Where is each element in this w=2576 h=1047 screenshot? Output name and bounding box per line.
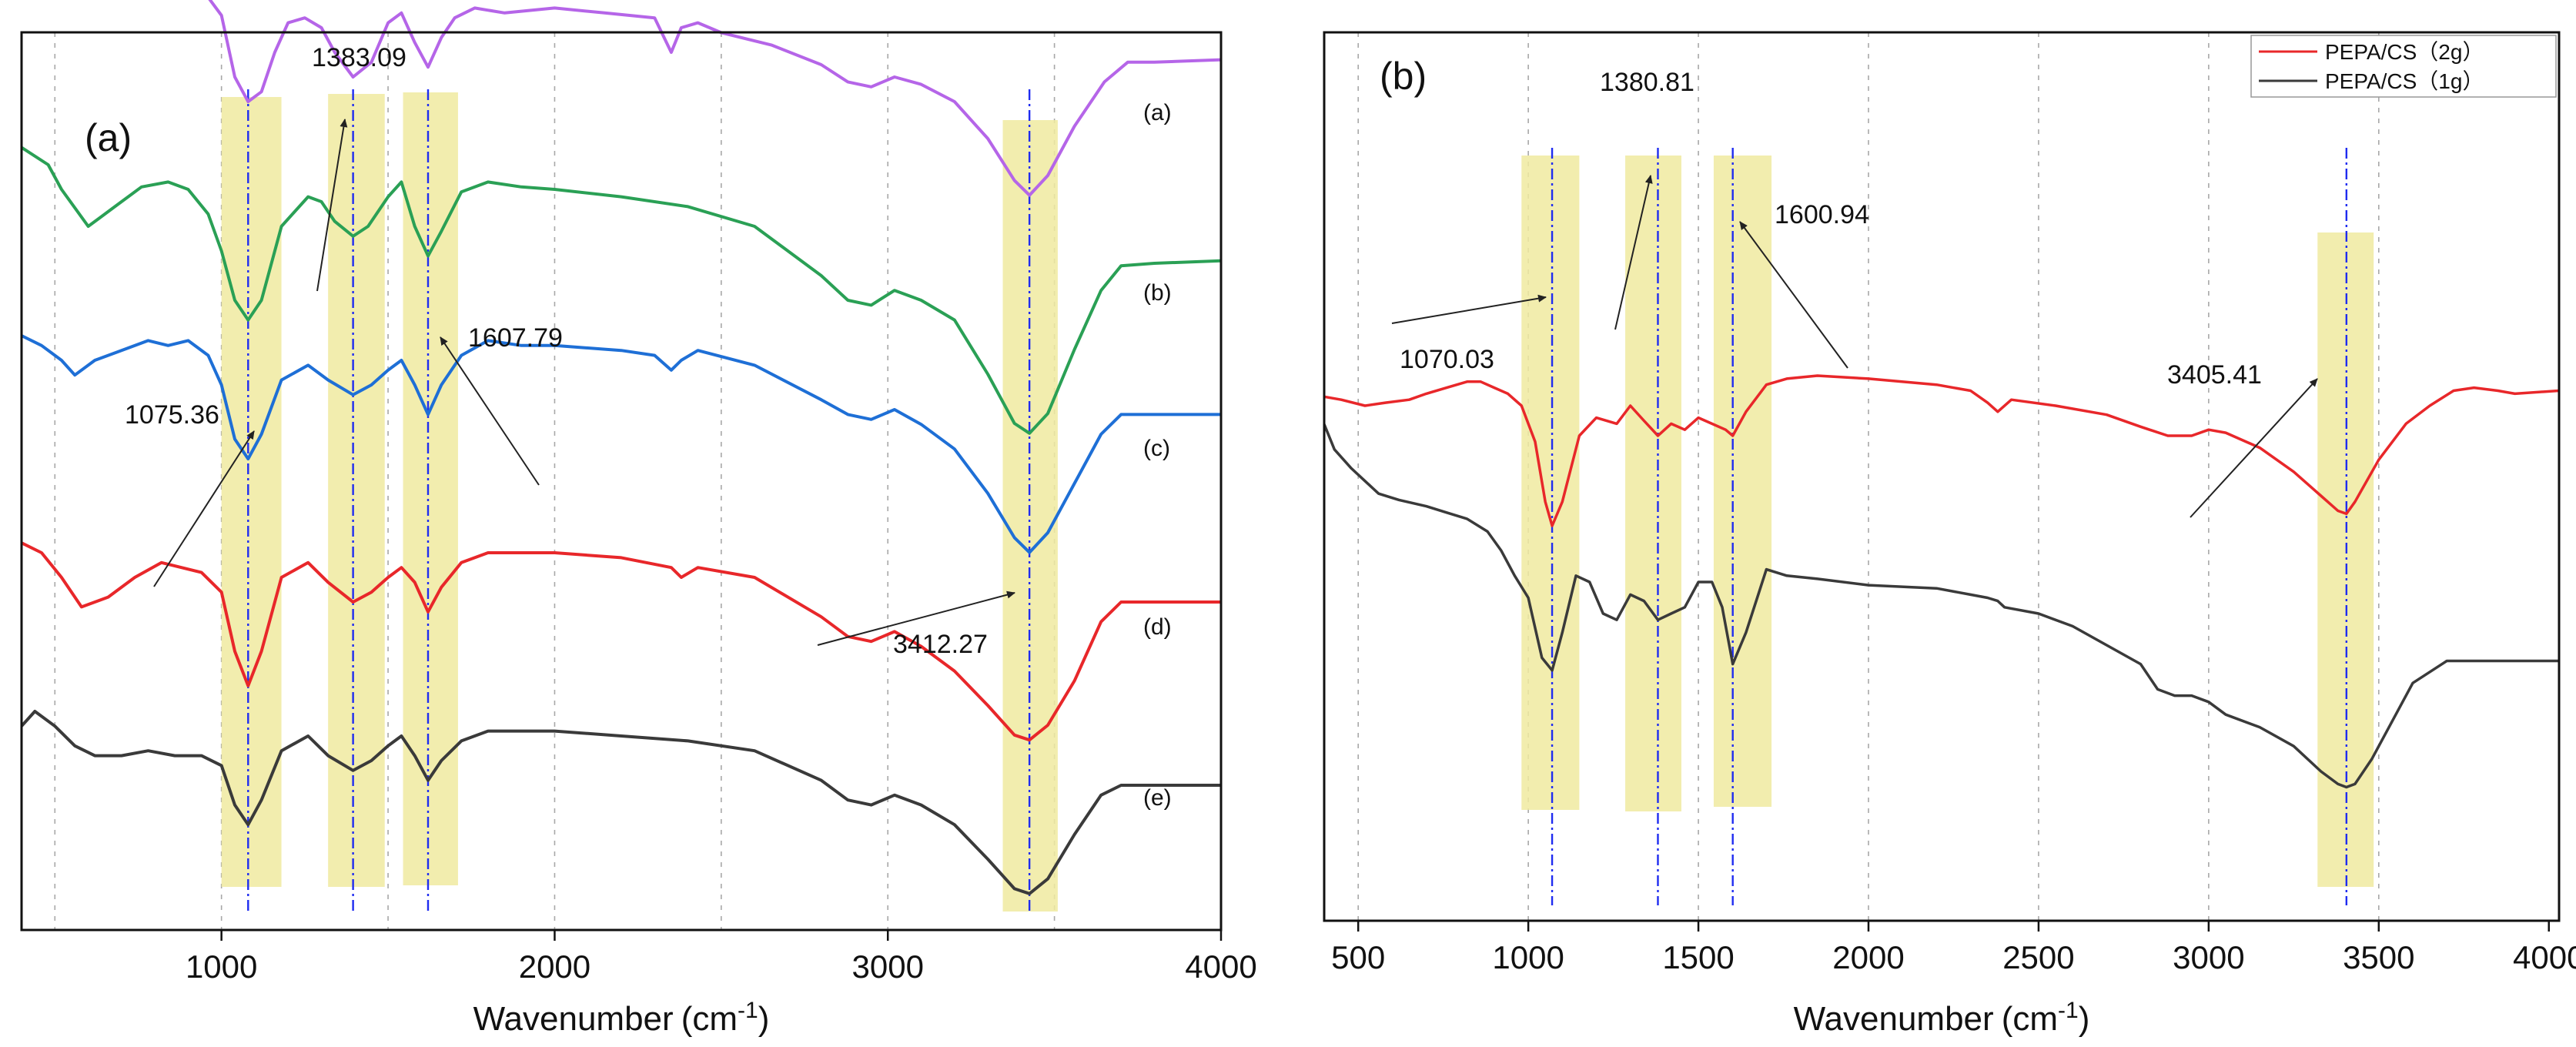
x-tick-label: 3000 [2173,939,2244,975]
panel-a-guide-lines [247,89,1031,915]
x-tick-label: 3500 [2343,939,2414,975]
x-tick-label: 1000 [1492,939,1564,975]
panel-b-x-ticks: 500 1000 1500 2000 2500 3000 3500 4000 [1331,921,2576,975]
panel-b-xunit-sup: -1 [2058,998,2079,1023]
x-tick-label: 3000 [852,948,924,985]
legend-entry-2g: PEPA/CS（2g） [2325,40,2484,64]
x-tick-label: 2500 [2002,939,2074,975]
panel-a-xunit-sup: -1 [738,998,758,1023]
panel-a-series [20,0,1222,895]
panel-a-x-axis-title: Wavenumber (cm-1) [473,998,770,1038]
panel-b-legend: PEPA/CS（2g） PEPA/CS（1g） [2250,35,2557,98]
anno-3405: 3405.41 [2167,360,2262,390]
highlight-band [221,97,282,887]
panel-b-x-axis-title: Wavenumber (cm-1) [1794,998,2090,1038]
panel-b-label: (b) [1380,55,1427,98]
curve-label-b: (b) [1143,280,1172,306]
anno-1607: 1607.79 [468,323,563,353]
anno-1380: 1380.81 [1600,68,1694,97]
panel-a-grid [54,32,1055,930]
panel-b-xunit-close: ) [2079,1000,2090,1038]
series-line-2g [1323,374,2560,527]
x-tick-label: 4000 [2513,939,2576,975]
arrow-1070 [1391,294,1547,324]
panel-b-xlabel: Wavenumber [1794,1000,1994,1038]
panel-b-highlight-bands [1521,156,2374,887]
panel-b-guide-lines [1551,148,2348,905]
curve-label-a: (a) [1143,100,1172,125]
panel-a-label: (a) [85,116,132,159]
arrow-1075 [153,430,255,587]
series-line-a [208,0,1222,197]
series-line-e [20,710,1221,895]
arrow-1383 [316,119,348,292]
panel-a-frame [20,31,1223,932]
highlight-band [328,94,385,887]
curve-label-d: (d) [1143,614,1172,640]
curve-label-e: (e) [1143,785,1172,811]
x-tick-label: 2000 [519,948,590,985]
panel-b-frame [1323,31,2561,922]
legend-entry-1g: PEPA/CS（1g） [2325,69,2484,93]
series-line-c [21,334,1221,554]
panel-a-highlight-bands [221,92,1058,912]
panel-b-series [1323,374,2560,789]
anno-1070: 1070.03 [1400,345,1494,374]
highlight-band [1713,156,1772,807]
panel-a-xunit-close: ) [758,1000,770,1038]
arrow-1600 [1739,221,1848,369]
anno-1600: 1600.94 [1775,200,1869,229]
highlight-band [1521,156,1580,810]
panel-b-grid [1357,32,2380,921]
curve-label-c: (c) [1143,436,1170,461]
panel-b-chart: 500 1000 1500 2000 2500 3000 3500 4000 (b) PEPA… [1323,31,2576,1038]
highlight-band [1625,156,1681,811]
anno-1075: 1075.36 [125,400,219,430]
legend-box [2250,35,2557,98]
panel-a-x-ticks: 1000 2000 3000 4000 [186,930,1257,985]
anno-3412: 3412.27 [893,630,988,659]
panel-a-xlabel: Wavenumber [473,1000,674,1038]
series-line-d [21,541,1221,742]
arrow-1380 [1614,175,1653,330]
x-tick-label: 2000 [1832,939,1904,975]
arrow-3412 [817,590,1015,646]
x-tick-label: 1000 [186,948,257,985]
x-tick-label: 1500 [1662,939,1734,975]
panel-a-chart: 1000 2000 3000 4000 (a) (a) (b) (c) (d) (e)… [20,0,1257,1038]
x-tick-label: 4000 [1185,948,1256,985]
series-line-1g [1323,423,2559,789]
panel-a-xunit: (cm [681,1000,738,1038]
arrow-1607 [440,336,540,486]
panel-b-xunit: (cm [2002,1000,2058,1038]
series-line-b [20,146,1222,435]
x-tick-label: 500 [1331,939,1385,975]
arrow-3405 [2190,378,2318,518]
anno-1383: 1383.09 [312,43,406,72]
